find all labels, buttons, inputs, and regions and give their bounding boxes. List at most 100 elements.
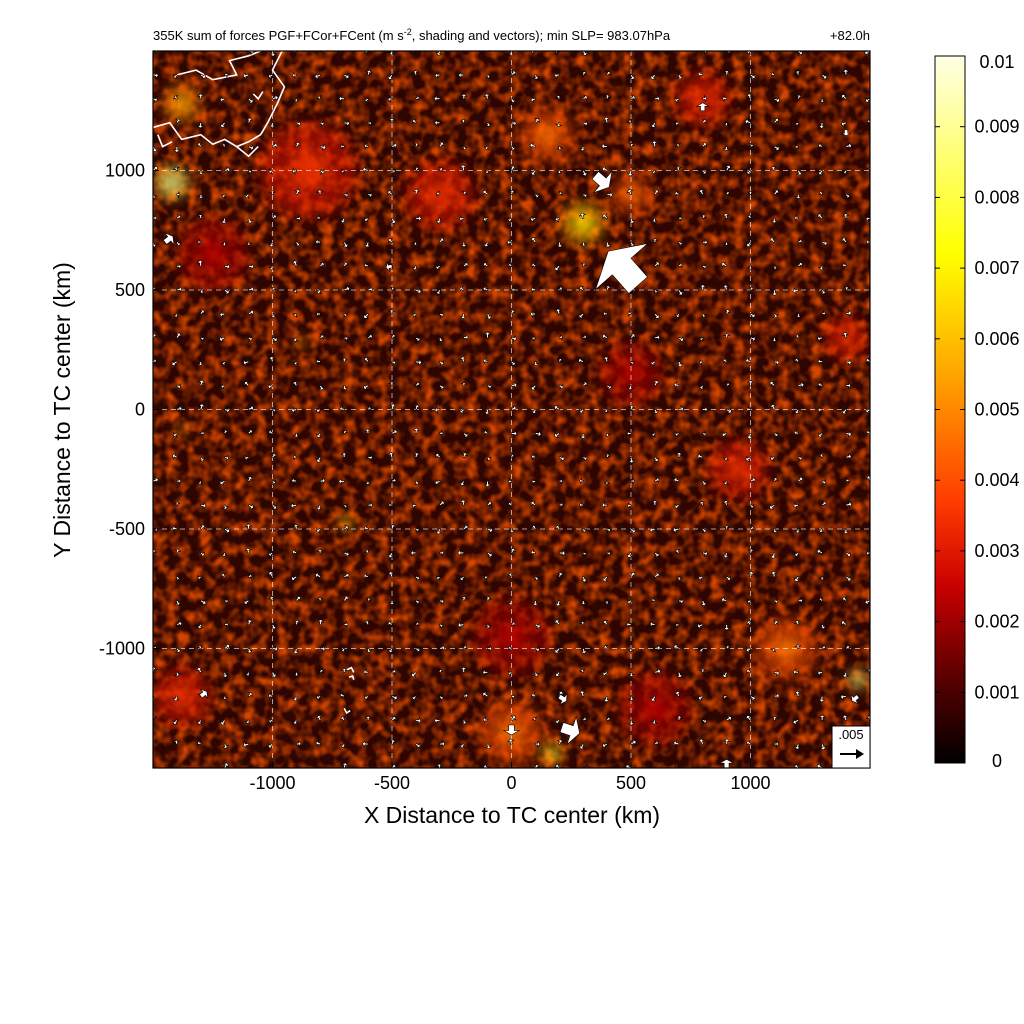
- force-vector: [506, 572, 515, 578]
- force-vector: [315, 548, 325, 554]
- force-vector: [865, 668, 870, 673]
- force-vector: [244, 381, 250, 387]
- force-vector: [630, 477, 635, 485]
- force-vector: [603, 600, 611, 605]
- force-vector: [292, 433, 301, 438]
- force-vector: [511, 693, 515, 700]
- force-vector: [628, 74, 636, 80]
- force-vector: [792, 668, 799, 676]
- force-vector: [698, 647, 706, 653]
- force-vector: [651, 597, 656, 604]
- force-vector: [438, 237, 445, 244]
- force-vector: [749, 312, 756, 319]
- force-vector: [627, 695, 636, 701]
- force-vector: [841, 94, 848, 100]
- force-vector: [221, 383, 226, 390]
- force-vector: [268, 691, 274, 700]
- hotspot-core: [642, 695, 668, 721]
- force-vector: [845, 477, 850, 484]
- force-vector: [270, 623, 278, 630]
- force-vector: [769, 380, 776, 387]
- force-vector: [412, 452, 421, 458]
- force-vector: [153, 95, 158, 104]
- force-vector: [319, 119, 325, 128]
- force-vector: [842, 169, 848, 174]
- force-vector: [840, 692, 847, 701]
- force-vector: [176, 191, 181, 198]
- force-vector: [531, 361, 540, 367]
- force-vector: [459, 499, 468, 506]
- vector-layer: [153, 51, 870, 768]
- force-vector: [674, 166, 683, 172]
- force-vector: [771, 477, 779, 482]
- force-vector: [582, 454, 588, 462]
- force-vector: [770, 337, 779, 343]
- force-vector: [650, 359, 656, 367]
- force-vector: [511, 286, 516, 293]
- force-vector: [845, 430, 852, 438]
- force-vector: [700, 313, 707, 318]
- force-vector: [197, 480, 203, 485]
- force-vector: [745, 93, 754, 100]
- force-vector: [459, 666, 468, 673]
- force-vector: [580, 576, 588, 583]
- force-vector: [364, 647, 373, 653]
- force-vector: [557, 690, 564, 698]
- force-vector: [438, 694, 444, 701]
- force-vector: [364, 142, 369, 150]
- force-vector: [698, 384, 706, 390]
- force-vector: [558, 454, 565, 462]
- force-vector: [746, 214, 753, 220]
- force-vector: [508, 309, 517, 315]
- force-vector: [770, 716, 779, 721]
- force-vector: [557, 692, 568, 706]
- force-vector: [654, 739, 659, 747]
- force-vector: [530, 169, 537, 176]
- force-vector: [722, 500, 730, 506]
- force-vector: [391, 142, 398, 150]
- force-vector: [603, 644, 609, 650]
- force-vector: [508, 478, 512, 485]
- force-vector: [414, 381, 420, 388]
- force-vector: [578, 212, 587, 219]
- force-vector: [723, 525, 730, 530]
- force-vector: [221, 671, 229, 678]
- force-vector: [296, 214, 301, 223]
- force-vector: [316, 214, 321, 221]
- force-vector: [745, 241, 752, 247]
- force-vector: [817, 668, 823, 677]
- force-vector: [175, 647, 182, 653]
- force-vector: [770, 454, 776, 462]
- colorbar-tick-label: 0.003: [974, 541, 1019, 561]
- force-vector: [244, 671, 251, 677]
- force-vector: [319, 261, 325, 268]
- force-vector: [415, 620, 420, 627]
- force-vector: [508, 189, 516, 195]
- force-vector: [343, 190, 349, 199]
- force-vector: [558, 477, 563, 485]
- force-vector: [271, 479, 277, 485]
- force-vector: [817, 334, 823, 343]
- force-vector: [701, 142, 708, 148]
- force-vector: [292, 453, 297, 460]
- force-vector: [487, 644, 493, 653]
- force-vector: [817, 169, 824, 175]
- force-vector: [415, 287, 422, 295]
- force-vector: [793, 428, 799, 437]
- force-vector: [627, 310, 632, 317]
- force-vector: [793, 408, 801, 414]
- force-vector: [220, 217, 228, 225]
- force-vector: [749, 286, 755, 291]
- force-vector: [702, 549, 708, 558]
- force-vector: [578, 357, 584, 365]
- force-vector: [865, 96, 870, 104]
- force-vector: [483, 93, 491, 100]
- force-vector: [630, 739, 637, 746]
- force-vector: [199, 289, 205, 294]
- force-vector: [199, 550, 205, 558]
- force-vector: [319, 333, 325, 341]
- force-vector: [269, 313, 277, 318]
- force-vector: [604, 285, 612, 291]
- force-vector: [460, 596, 469, 602]
